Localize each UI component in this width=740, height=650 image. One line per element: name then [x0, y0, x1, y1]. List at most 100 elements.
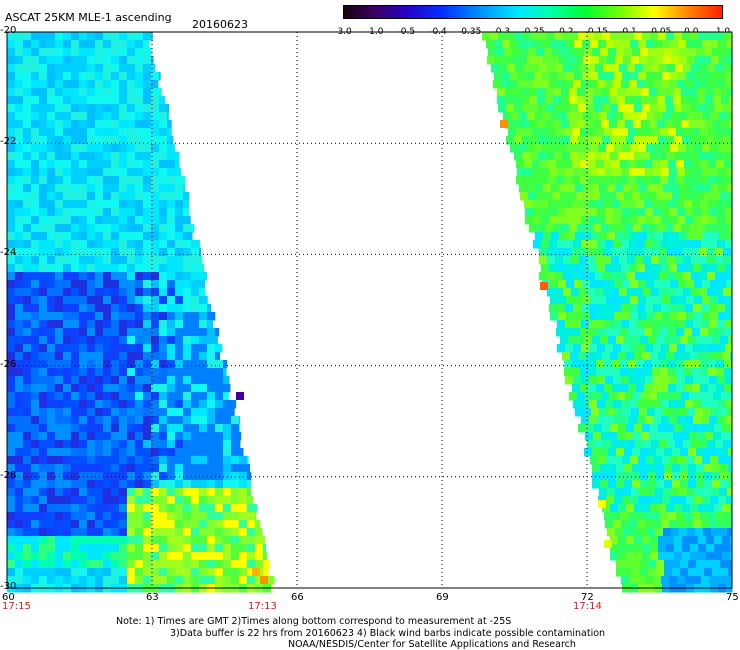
swath-cell — [534, 40, 543, 49]
swath-cell — [593, 224, 602, 233]
swath-cell — [505, 96, 514, 105]
swath-cell — [23, 128, 32, 137]
swath-cell — [191, 264, 200, 273]
swath-cell — [606, 280, 615, 289]
swath-cell — [522, 104, 531, 113]
swath-cell — [47, 408, 56, 417]
swath-cell — [199, 392, 208, 401]
swath-cell — [696, 472, 705, 481]
swath-cell — [135, 544, 144, 553]
swath-cell — [7, 576, 16, 585]
swath-cell — [191, 240, 200, 249]
swath-cell — [627, 440, 636, 449]
swath-cell — [103, 440, 112, 449]
swath-cell — [23, 80, 32, 89]
swath-cell — [701, 344, 710, 353]
swath-cell — [151, 200, 160, 209]
swath-cell — [682, 504, 691, 513]
swath-cell — [39, 424, 48, 433]
swath-cell — [682, 536, 691, 545]
swath-cell — [627, 64, 636, 73]
swath-cell — [23, 384, 32, 393]
swath-cell — [717, 576, 726, 585]
swath-cell — [513, 88, 522, 97]
swath-cell — [127, 240, 136, 249]
swath-cell — [612, 160, 621, 169]
swath-cell — [159, 304, 168, 313]
swath-cell — [15, 240, 24, 249]
swath-cell — [167, 304, 176, 313]
swath-cell — [661, 344, 670, 353]
swath-cell — [719, 528, 728, 537]
swath-cell — [689, 392, 698, 401]
swath-cell — [199, 488, 208, 497]
swath-cell — [47, 536, 56, 545]
swath-cell — [536, 48, 545, 57]
swath-cell — [63, 200, 72, 209]
swath-cell — [706, 136, 715, 145]
swath-cell — [183, 424, 192, 433]
swath-cell — [103, 264, 112, 273]
swath-cell — [573, 320, 582, 329]
swath-cell — [519, 112, 528, 121]
swath-cell — [642, 504, 651, 513]
swath-cell — [183, 280, 192, 289]
swath-cell — [709, 240, 718, 249]
swath-cell — [103, 336, 112, 345]
swath-cell — [602, 152, 611, 161]
swath-cell — [538, 104, 547, 113]
swath-cell — [603, 248, 612, 257]
swath-cell — [710, 280, 719, 289]
swath-cell — [618, 352, 627, 361]
swath-cell — [682, 544, 691, 553]
swath-cell — [621, 400, 630, 409]
swath-cell — [183, 544, 192, 553]
swath-cell — [199, 240, 200, 249]
swath-cell — [159, 384, 168, 393]
swath-cell — [600, 480, 609, 489]
swath-cell — [587, 440, 596, 449]
swath-cell — [723, 288, 732, 297]
swath-cell — [599, 184, 608, 193]
swath-cell-highlight — [500, 120, 508, 128]
swath-cell — [231, 552, 240, 561]
swath-cell — [646, 144, 655, 153]
swath-cell — [659, 256, 668, 265]
swath-cell — [87, 136, 96, 145]
swath-cell — [183, 208, 190, 217]
swath-cell — [693, 240, 702, 249]
swath-cell — [55, 416, 64, 425]
swath-cell — [103, 416, 112, 425]
swath-cell — [63, 552, 72, 561]
swath-cell — [633, 224, 642, 233]
swath-cell — [644, 512, 653, 521]
swath-cell — [596, 368, 605, 377]
swath-cell — [23, 416, 32, 425]
swath-cell — [608, 336, 617, 345]
swath-cell — [639, 56, 648, 65]
swath-cell — [151, 352, 160, 361]
swath-cell — [643, 288, 652, 297]
swath-cell — [47, 440, 56, 449]
swath-cell — [63, 464, 72, 473]
swath-cell — [39, 272, 48, 281]
swath-cell — [569, 88, 578, 97]
swath-cell — [119, 320, 128, 329]
swath-cell — [713, 432, 722, 441]
swath-cell — [575, 112, 584, 121]
swath-cell — [247, 504, 256, 513]
swath-cell — [119, 264, 128, 273]
swath-cell — [47, 416, 56, 425]
swath-cell — [632, 192, 641, 201]
swath-cell — [533, 216, 542, 225]
swath-cell — [31, 144, 40, 153]
swath-cell — [712, 192, 721, 201]
swath-cell — [55, 80, 64, 89]
swath-cell — [255, 528, 263, 537]
swath-cell — [47, 512, 56, 521]
swath-cell — [55, 136, 64, 145]
swath-cell — [79, 296, 88, 305]
swath-cell — [15, 544, 24, 553]
swath-cell — [63, 88, 72, 97]
swath-cell — [669, 344, 678, 353]
